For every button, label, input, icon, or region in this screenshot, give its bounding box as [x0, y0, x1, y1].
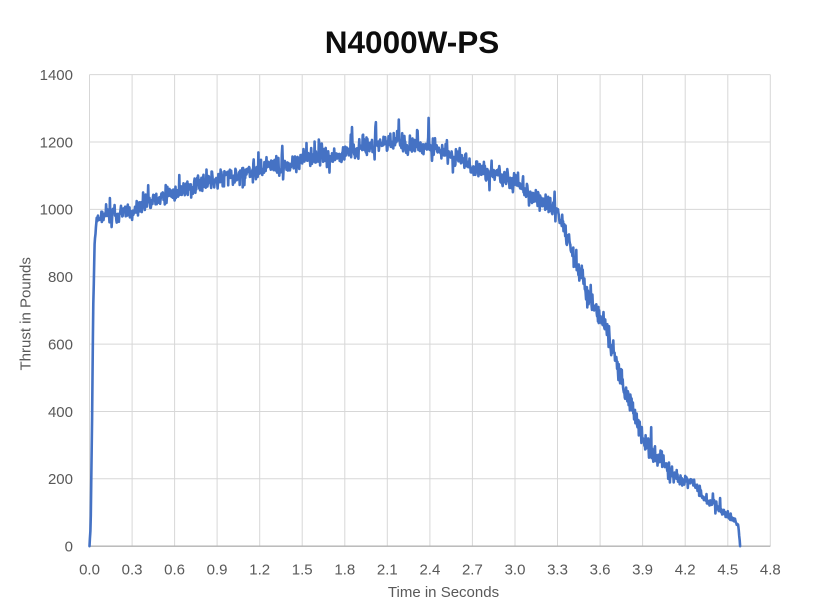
svg-text:3.6: 3.6	[590, 562, 611, 579]
svg-text:1200: 1200	[40, 134, 73, 151]
svg-text:200: 200	[48, 471, 73, 488]
svg-text:4.2: 4.2	[675, 562, 696, 579]
svg-text:1.2: 1.2	[249, 562, 270, 579]
svg-text:4.5: 4.5	[717, 562, 738, 579]
svg-text:0: 0	[65, 539, 73, 556]
svg-text:2.1: 2.1	[377, 562, 398, 579]
svg-text:2.7: 2.7	[462, 562, 483, 579]
svg-text:Thrust in Pounds: Thrust in Pounds	[18, 257, 35, 370]
svg-text:0.9: 0.9	[207, 562, 228, 579]
svg-text:4.8: 4.8	[760, 562, 781, 579]
svg-text:600: 600	[48, 336, 73, 353]
svg-text:2.4: 2.4	[419, 562, 440, 579]
svg-text:Time in Seconds: Time in Seconds	[388, 584, 499, 601]
svg-text:3.3: 3.3	[547, 562, 568, 579]
svg-text:800: 800	[48, 269, 73, 286]
svg-text:1.5: 1.5	[292, 562, 313, 579]
svg-text:1.8: 1.8	[334, 562, 355, 579]
svg-text:3.9: 3.9	[632, 562, 653, 579]
svg-text:1400: 1400	[40, 67, 73, 84]
svg-text:N4000W-PS: N4000W-PS	[325, 24, 499, 60]
svg-text:400: 400	[48, 404, 73, 421]
svg-text:3.0: 3.0	[505, 562, 526, 579]
svg-text:0.3: 0.3	[122, 562, 143, 579]
svg-text:0.6: 0.6	[164, 562, 185, 579]
svg-text:0.0: 0.0	[79, 562, 100, 579]
svg-text:1000: 1000	[40, 202, 73, 219]
